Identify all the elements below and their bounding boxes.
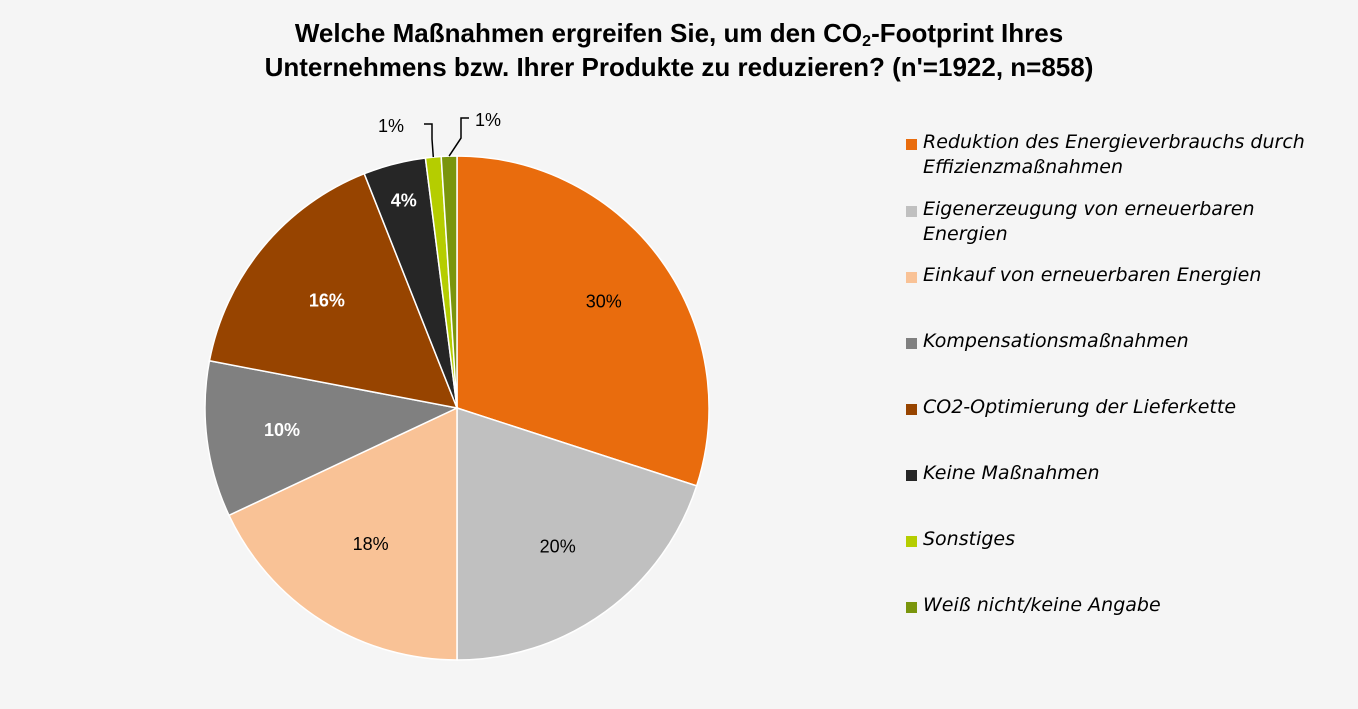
legend-label: Einkauf von erneuerbaren Energien [923, 264, 1262, 286]
legend-swatch [906, 602, 917, 613]
chart-title-line-1: Welche Maßnahmen ergreifen Sie, um den C… [0, 16, 1358, 50]
data-label-eigenerzeugung-von-erneuerbaren-energien: 20% [540, 537, 576, 557]
pie-slice-co2-optimierung-der-lieferkette [208, 172, 459, 409]
legend-label: CO2-Optimierung der Lieferkette [923, 396, 1237, 418]
title-part-1: Welche Maßnahmen ergreifen Sie, um den C… [294, 18, 863, 48]
legend-swatch [906, 470, 917, 481]
legend-label: Reduktion des Energieverbrauchs durch Ef… [923, 131, 1305, 178]
leader-line-sonstiges [424, 123, 435, 158]
pie-slice-wei-nicht-keine-angabe [440, 155, 458, 409]
pie-slice-reduktion-des-energieverbrauchs-durch-effizienzma-nahmen [456, 155, 710, 487]
data-labels: 30% 20% 18% 10% 16% 4% 1% 1% [264, 110, 622, 557]
title-part-2: -Footprint Ihres [871, 18, 1064, 48]
legend-swatch [906, 536, 917, 547]
legend-label: Weiß nicht/keine Angabe [923, 594, 1161, 616]
data-label-wei-nicht-keine-angabe: 1% [475, 110, 501, 130]
pie-slice-einkauf-von-erneuerbaren-energien [227, 406, 458, 661]
data-label-einkauf-von-erneuerbaren-energien: 18% [353, 534, 389, 554]
data-label-sonstiges: 1% [378, 116, 404, 136]
chart-title-line-2: Unternehmens bzw. Ihrer Produkte zu redu… [264, 52, 1094, 82]
data-label-kompensationsma-nahmen: 10% [264, 420, 300, 440]
chart-title: Welche Maßnahmen ergreifen Sie, um den C… [0, 16, 1358, 84]
legend-label: Keine Maßnahmen [923, 462, 1100, 484]
leader-lines [424, 117, 469, 158]
title-subscript: 2 [862, 33, 872, 50]
data-label-co2-optimierung-der-lieferkette: 16% [309, 290, 345, 310]
pie-slices [204, 155, 710, 661]
legend-label: Kompensationsmaßnahmen [923, 330, 1189, 352]
legend-swatch [906, 272, 917, 283]
pie-slice-eigenerzeugung-von-erneuerbaren-energien [456, 406, 698, 661]
legend-swatch [906, 404, 917, 415]
legend-swatch [906, 139, 917, 150]
legend-label: Sonstiges [923, 528, 1016, 550]
data-label-reduktion-des-energieverbrauchs-durch-effizienzma-nahmen: 30% [586, 291, 622, 311]
pie-slice-kompensationsma-nahmen [204, 359, 460, 517]
leader-line-wei-nicht-keine-angabe [448, 117, 469, 157]
legend-swatch [906, 338, 917, 349]
legend-label: Eigenerzeugung von erneuerbaren Energien [923, 198, 1255, 245]
data-label-keine-ma-nahmen: 4% [391, 191, 417, 211]
legend-swatch [906, 206, 917, 217]
